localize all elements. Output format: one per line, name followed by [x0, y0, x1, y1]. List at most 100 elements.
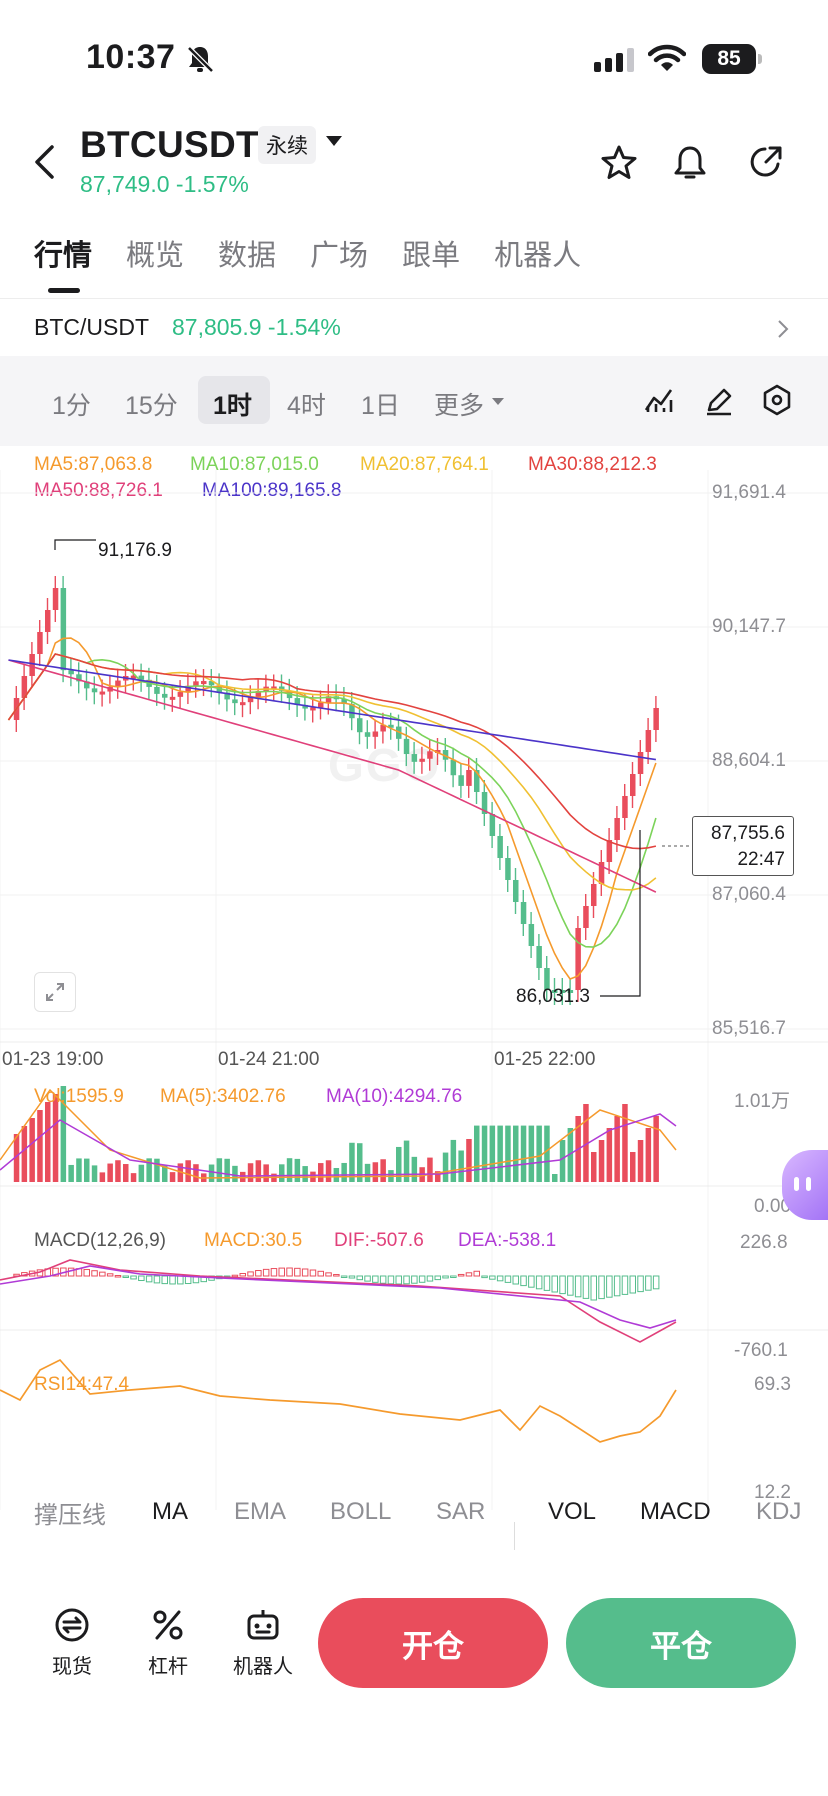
volume-bar [247, 1163, 254, 1182]
more-caret-icon[interactable] [492, 398, 504, 405]
legend-ma10: MA10:87,015.0 [190, 454, 319, 475]
low-marker [600, 830, 641, 997]
indicator-separator [514, 1522, 515, 1550]
price-alert-bell-icon[interactable] [672, 144, 708, 182]
volume-bar [614, 1116, 620, 1182]
share-icon[interactable] [748, 144, 784, 180]
tab-market[interactable]: 行情 [34, 240, 93, 272]
macd-bar [325, 1272, 332, 1277]
indicator-kdj[interactable]: KDJ [756, 1498, 802, 1525]
macd-bar [465, 1272, 473, 1277]
indicator-support-resistance[interactable]: 撑压线 [34, 1501, 106, 1529]
interval-1d[interactable]: 1日 [361, 392, 400, 420]
macd-bar [567, 1275, 574, 1296]
volume-bar [559, 1140, 566, 1182]
favorite-star-icon[interactable] [600, 144, 638, 182]
battery-indicator: 85 [702, 44, 756, 74]
interval-1m[interactable]: 1分 [52, 392, 91, 420]
volume-bar [637, 1140, 644, 1182]
volume-bar [130, 1173, 137, 1182]
interval-more[interactable]: 更多 [434, 392, 485, 420]
volume-bar [232, 1165, 238, 1182]
candle-body [380, 724, 386, 732]
indicator-macd[interactable]: MACD [640, 1498, 711, 1525]
tab-robot[interactable]: 机器人 [494, 240, 582, 272]
volume-ma10-line [0, 1113, 677, 1177]
back-arrow-icon[interactable] [32, 144, 56, 180]
macd-bar [247, 1271, 254, 1277]
indicator-sar[interactable]: SAR [436, 1498, 486, 1525]
volume-bar [138, 1164, 145, 1182]
assistant-chat-bubble[interactable] [782, 1150, 828, 1220]
macd-bar [590, 1275, 597, 1301]
volume-bar [466, 1138, 472, 1182]
chevron-right-icon[interactable] [776, 318, 790, 340]
indicator-chart-icon[interactable] [644, 386, 674, 414]
macd-bar [535, 1275, 543, 1290]
volume-bar [536, 1125, 542, 1182]
volume-bar [29, 1118, 35, 1182]
indicator-boll[interactable]: BOLL [330, 1498, 392, 1525]
price-axis-label: 85,516.7 [712, 1018, 786, 1039]
spot-pair-name[interactable]: BTC/USDT [34, 314, 149, 340]
volume-bar [591, 1152, 597, 1182]
close-position-button[interactable]: 平仓 [566, 1598, 796, 1688]
rsi-axis-max: 69.3 [754, 1374, 791, 1395]
spot-button[interactable]: 现货 [32, 1606, 112, 1679]
spot-pair-price[interactable]: 87,805.9 -1.54% [172, 314, 341, 340]
leverage-button[interactable]: 杠杆 [128, 1606, 208, 1679]
legend-ma5: MA5:87,063.8 [34, 454, 153, 475]
current-price-tag: 87,755.6 22:47 [692, 816, 794, 876]
perpetual-badge[interactable]: 永续 [258, 126, 316, 164]
symbol-title[interactable]: BTCUSDT [80, 124, 259, 165]
volume-bar [177, 1163, 184, 1182]
candle-body [450, 759, 457, 776]
dea-line [0, 1265, 677, 1329]
volume-bar [474, 1125, 480, 1182]
tab-square[interactable]: 广场 [310, 240, 369, 272]
time-axis-label: 01-24 21:00 [218, 1049, 320, 1070]
macd-bar [395, 1275, 402, 1285]
candle-body [528, 924, 535, 946]
macd-bar [496, 1275, 504, 1282]
interval-4h[interactable]: 4时 [287, 392, 326, 420]
macd-bar [574, 1275, 582, 1298]
volume-bar [60, 1086, 67, 1182]
indicator-ema[interactable]: EMA [234, 1498, 287, 1525]
symbol-dropdown-caret-icon[interactable] [326, 136, 342, 146]
tab-data[interactable]: 数据 [218, 240, 277, 272]
header-price-change: 87,749.0 -1.57% [80, 171, 249, 197]
macd-bar [652, 1275, 660, 1290]
indicator-ma[interactable]: MA [152, 1498, 188, 1525]
macd-bar [239, 1273, 246, 1277]
candle-body [318, 702, 324, 708]
tab-overview[interactable]: 概览 [126, 240, 185, 272]
candle-body [91, 688, 98, 693]
kline-chart[interactable] [0, 470, 828, 1510]
tab-copy-trading[interactable]: 跟单 [402, 240, 461, 272]
candle-body [357, 718, 363, 733]
candle-body [60, 588, 67, 671]
drawing-pen-icon[interactable] [704, 386, 734, 416]
macd-bar [520, 1275, 527, 1287]
status-time: 10:37 [86, 38, 176, 76]
indicator-vol[interactable]: VOL [548, 1498, 597, 1525]
interval-15m[interactable]: 15分 [125, 392, 178, 420]
macd-bar [598, 1275, 605, 1300]
chat-face-icon [794, 1177, 811, 1191]
volume-bar [185, 1160, 191, 1182]
macd-bar [145, 1275, 153, 1283]
macd-bar [348, 1275, 356, 1279]
volume-bar [544, 1125, 550, 1182]
macd-bar [114, 1275, 122, 1278]
interval-1h[interactable]: 1时 [213, 392, 252, 420]
ma-line [7, 653, 657, 891]
candle-body [84, 681, 90, 689]
open-position-button[interactable]: 开仓 [318, 1598, 548, 1688]
candle-body [177, 692, 184, 697]
volume-axis-min: 0.00 [754, 1196, 791, 1217]
chart-settings-icon[interactable] [762, 384, 792, 416]
volume-bar [224, 1158, 230, 1182]
fullscreen-button[interactable] [34, 972, 76, 1012]
robot-button[interactable]: 机器人 [222, 1606, 304, 1679]
